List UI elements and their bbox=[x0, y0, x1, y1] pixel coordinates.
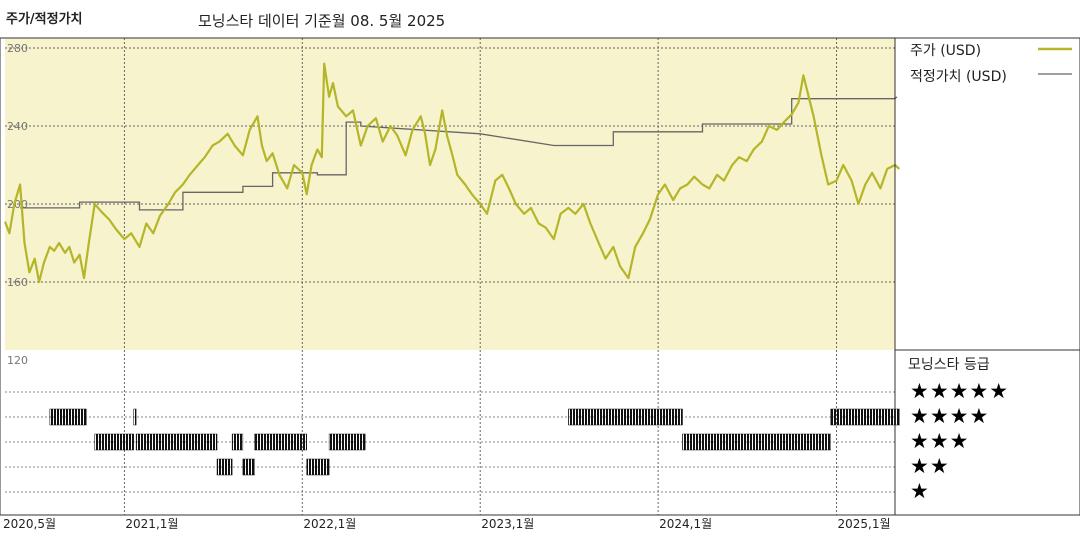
x-tick-label-2020-05: 2020,5월 bbox=[3, 517, 56, 531]
rating-row-2-stars: ★★ bbox=[910, 454, 950, 478]
x-tick-label-2025-01: 2025,1월 bbox=[838, 517, 891, 531]
x-tick-label-2021-01: 2021,1월 bbox=[125, 517, 178, 531]
rating-segment-3-star-8 bbox=[254, 433, 307, 451]
axis-ticks: 120 160 200 240 280 2020,5월 2021,1월 2022,1월 2023… bbox=[3, 42, 891, 531]
rating-segment-3-star-10 bbox=[682, 433, 831, 451]
x-tick-label-2023-01: 2023,1월 bbox=[481, 517, 534, 531]
rating-segment-4-star-1 bbox=[133, 408, 137, 426]
rating-segment-3-star-7 bbox=[231, 433, 244, 451]
plot-background bbox=[5, 38, 895, 350]
rating-row-5-stars: ★★★★★ bbox=[910, 379, 1010, 403]
x-tick-label-2022-01: 2022,1월 bbox=[303, 517, 356, 531]
y-tick-label-200: 200 bbox=[7, 198, 28, 211]
rating-timeline bbox=[49, 408, 900, 476]
chart-subtitle: 모닝스타 데이터 기준월 08. 5월 2025 bbox=[198, 12, 446, 30]
rating-segment-2-star-13 bbox=[306, 458, 330, 476]
fair-value-line bbox=[20, 96, 898, 211]
y-tick-label-160: 160 bbox=[7, 276, 28, 289]
x-tick-label-2024-01: 2024,1월 bbox=[659, 517, 712, 531]
rating-title: 모닝스타 등급 bbox=[908, 357, 990, 373]
y-tick-label-120: 120 bbox=[7, 354, 28, 367]
rating-row-4-stars: ★★★★ bbox=[910, 404, 990, 428]
rating-segment-4-star-0 bbox=[49, 408, 87, 426]
price-line bbox=[3, 62, 901, 284]
rating-segment-3-star-9 bbox=[328, 433, 366, 451]
rating-row-3-stars: ★★★ bbox=[910, 429, 970, 453]
rating-row-1-star: ★ bbox=[910, 479, 930, 503]
y-tick-label-240: 240 bbox=[7, 120, 28, 133]
rating-segment-4-star-3 bbox=[657, 408, 683, 426]
rating-background bbox=[5, 350, 895, 515]
rating-segment-3-star-5 bbox=[94, 433, 134, 451]
legend-price-label: 주가 (USD) bbox=[910, 43, 982, 59]
rating-segment-3-star-6 bbox=[135, 433, 218, 451]
chart-section-title: 주가/적정가치 bbox=[6, 12, 83, 27]
rating-segment-4-star-2 bbox=[568, 408, 658, 426]
rating-segment-2-star-11 bbox=[216, 458, 233, 476]
legend-fair-value-label: 적정가치 (USD) bbox=[910, 69, 1007, 85]
rating-segment-2-star-12 bbox=[242, 458, 255, 476]
rating-segment-4-star-4 bbox=[830, 408, 900, 426]
chart-frame bbox=[0, 37, 1080, 516]
y-tick-label-280: 280 bbox=[7, 42, 28, 55]
